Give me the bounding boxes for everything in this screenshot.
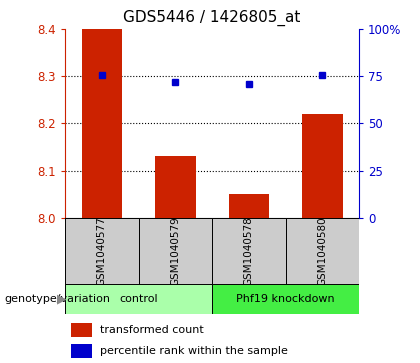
Text: GSM1040578: GSM1040578 [244,216,254,286]
FancyBboxPatch shape [65,284,212,314]
Text: GSM1040579: GSM1040579 [171,216,180,286]
Text: GSM1040580: GSM1040580 [318,217,327,286]
FancyBboxPatch shape [65,218,139,285]
FancyBboxPatch shape [212,218,286,285]
Bar [71,323,92,337]
Text: ▶: ▶ [57,293,66,306]
Title: GDS5446 / 1426805_at: GDS5446 / 1426805_at [123,10,301,26]
Bar [228,194,269,218]
Text: transformed count: transformed count [100,325,204,335]
Bar [71,344,92,358]
Text: genotype/variation: genotype/variation [4,294,110,304]
Bar [155,156,196,218]
Text: Phf19 knockdown: Phf19 knockdown [236,294,335,304]
Bar [302,114,343,218]
Text: control: control [119,294,158,304]
FancyBboxPatch shape [212,284,359,314]
FancyBboxPatch shape [286,218,359,285]
FancyBboxPatch shape [139,218,212,285]
Text: percentile rank within the sample: percentile rank within the sample [100,346,288,356]
Bar [81,29,122,218]
Text: GSM1040577: GSM1040577 [97,216,107,286]
